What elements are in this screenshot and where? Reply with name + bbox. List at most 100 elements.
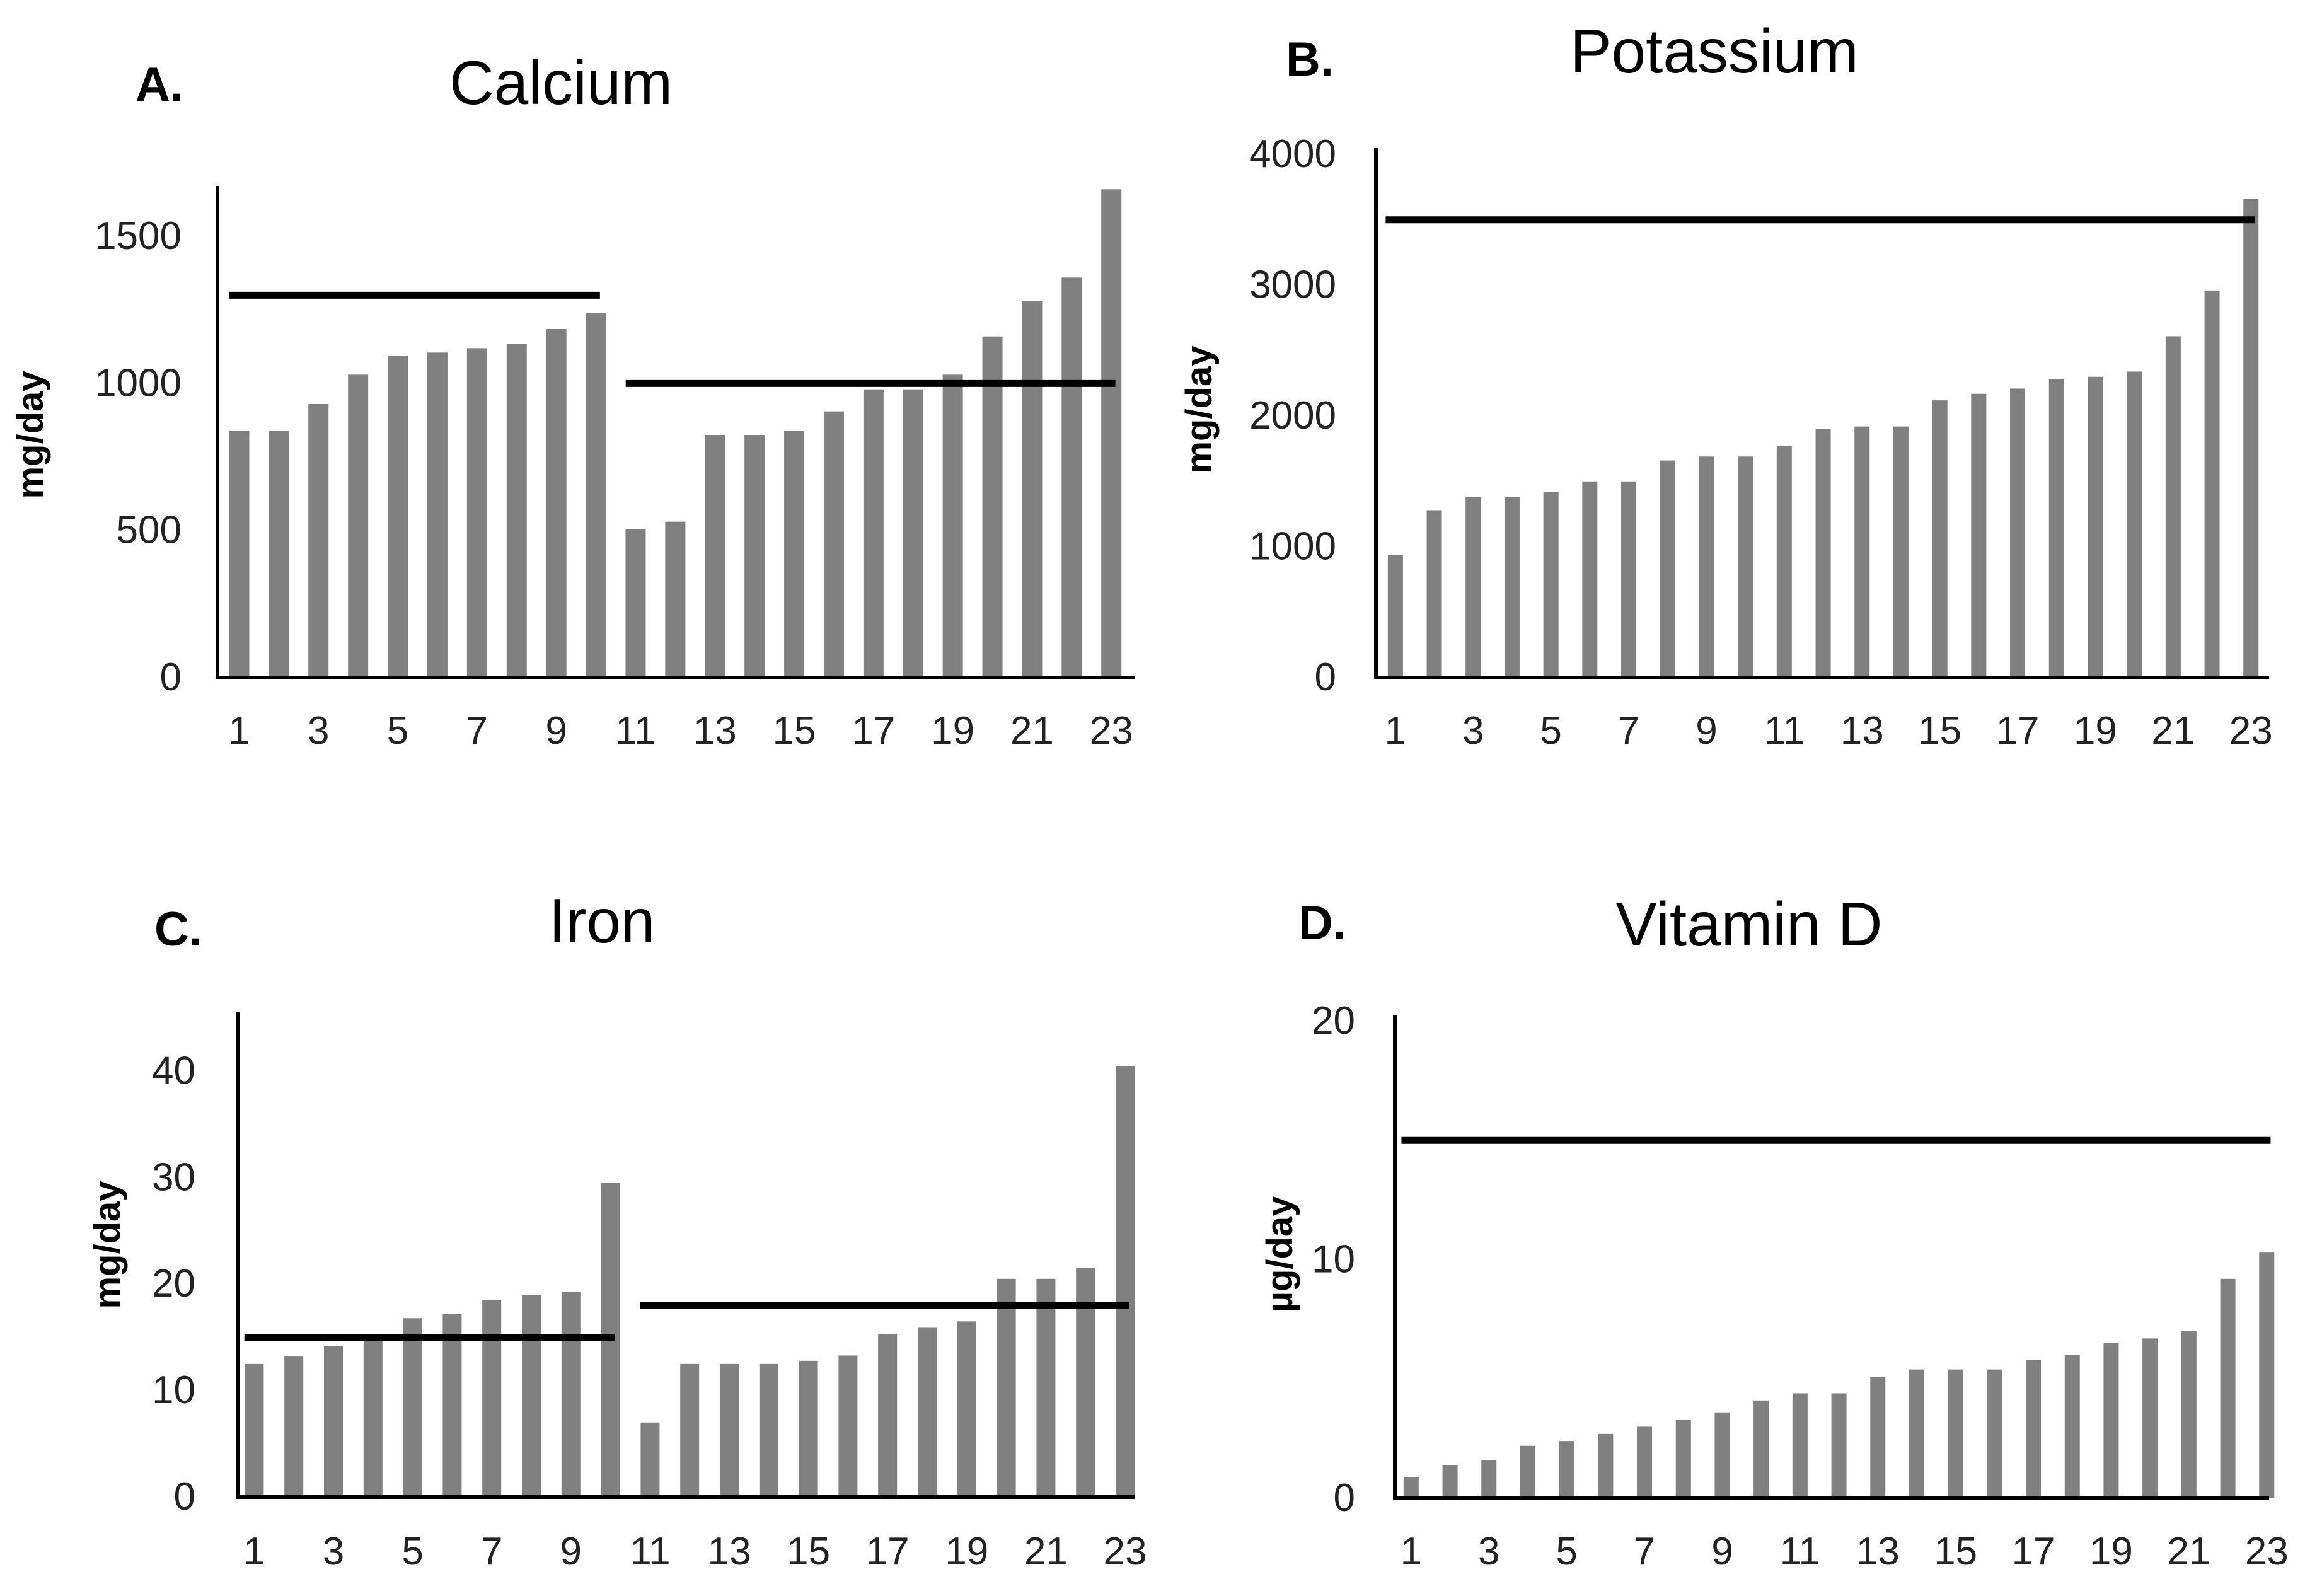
y-tick-label: 10 [1312, 1238, 1355, 1281]
bar [1675, 1420, 1691, 1498]
y-tick-label: 0 [1334, 1476, 1355, 1520]
bar [1022, 301, 1043, 678]
bar [1481, 1460, 1497, 1498]
bar [942, 374, 963, 678]
bar [2220, 1278, 2236, 1498]
y-tick-label: 1000 [95, 361, 182, 405]
bar [348, 374, 369, 678]
bar [1598, 1433, 1614, 1498]
y-tick-label: 40 [152, 1049, 195, 1092]
x-tick-label: 13 [708, 1530, 751, 1573]
x-tick-label: 9 [545, 709, 567, 753]
bar [1893, 426, 1909, 678]
x-tick-label: 5 [1540, 709, 1561, 753]
x-tick-label: 17 [852, 709, 895, 753]
y-tick-label: 30 [152, 1155, 195, 1199]
bar [2088, 376, 2103, 678]
x-tick-label: 13 [1840, 709, 1884, 753]
x-tick-label: 13 [693, 709, 737, 753]
x-tick-label: 21 [2151, 709, 2195, 753]
bar [466, 348, 487, 678]
x-tick-label: 5 [387, 709, 408, 753]
y-tick-label: 4000 [1249, 132, 1336, 176]
x-tick-label: 7 [466, 709, 488, 753]
y-tick-label: 20 [152, 1262, 195, 1305]
bar [546, 329, 567, 678]
bar [1987, 1369, 2002, 1498]
bar [1582, 481, 1598, 678]
bar [522, 1295, 541, 1497]
x-tick-label: 15 [1918, 709, 1961, 753]
bar [1116, 1066, 1135, 1497]
x-tick-label: 17 [866, 1530, 910, 1573]
y-tick-label: 2000 [1249, 394, 1336, 437]
bar [1932, 400, 1948, 678]
bar [2048, 379, 2064, 678]
x-tick-label: 7 [1634, 1530, 1655, 1573]
bar [1637, 1426, 1653, 1498]
panel-label: C. [154, 903, 202, 956]
bar [1426, 510, 1442, 678]
bar [1971, 393, 1987, 678]
bar [1036, 1278, 1056, 1497]
bar [1854, 426, 1870, 678]
bar [1776, 446, 1792, 678]
bar [1815, 429, 1831, 678]
bar [1101, 189, 1122, 678]
x-tick-label: 11 [1764, 709, 1805, 753]
bar [720, 1363, 739, 1497]
y-tick-label: 0 [1315, 656, 1336, 699]
bar [1948, 1369, 1963, 1498]
bar [586, 313, 606, 678]
x-tick-label: 1 [1401, 1530, 1422, 1573]
x-tick-label: 11 [630, 1530, 670, 1573]
x-tick-label: 23 [2245, 1530, 2289, 1573]
bar [705, 435, 725, 678]
x-tick-label: 19 [931, 709, 974, 753]
x-tick-label: 15 [773, 709, 816, 753]
panel-label: A. [136, 58, 183, 112]
bar [680, 1363, 700, 1497]
bar [1753, 1400, 1769, 1498]
bar [245, 1363, 264, 1497]
bar [1559, 1441, 1574, 1498]
bar [665, 521, 686, 678]
bar [1660, 460, 1675, 678]
x-tick-label: 19 [2074, 709, 2117, 753]
bar [427, 352, 448, 678]
bar [759, 1363, 778, 1497]
bar [784, 431, 805, 678]
x-tick-label: 19 [945, 1530, 988, 1573]
bar [1714, 1412, 1730, 1498]
chart-title: Vitamin D [1615, 889, 1882, 959]
bar [2026, 1360, 2042, 1498]
x-tick-label: 3 [1478, 1530, 1499, 1573]
x-tick-label: 13 [1856, 1530, 1900, 1573]
x-tick-label: 9 [560, 1530, 582, 1573]
x-tick-label: 21 [2167, 1530, 2210, 1573]
bar [506, 344, 527, 678]
x-tick-label: 11 [1780, 1530, 1820, 1573]
bar [482, 1300, 502, 1497]
y-axis-label: mg/day [87, 1181, 128, 1309]
bar [308, 404, 329, 678]
x-tick-label: 1 [243, 1530, 265, 1573]
panel-label: D. [1298, 896, 1346, 950]
bar [284, 1356, 304, 1497]
chart-title: Potassium [1570, 16, 1859, 86]
y-tick-label: 3000 [1249, 263, 1336, 307]
x-tick-label: 3 [323, 1530, 344, 1573]
y-tick-label: 1500 [95, 214, 182, 258]
bar [838, 1355, 858, 1497]
x-tick-label: 23 [1090, 709, 1133, 753]
bar [957, 1321, 976, 1497]
x-tick-label: 21 [1024, 1530, 1068, 1573]
y-tick-label: 0 [160, 656, 182, 699]
bar [269, 431, 289, 678]
bar [388, 356, 408, 678]
x-tick-label: 7 [481, 1530, 502, 1573]
x-tick-label: 3 [1462, 709, 1484, 753]
y-tick-label: 20 [1312, 999, 1355, 1043]
